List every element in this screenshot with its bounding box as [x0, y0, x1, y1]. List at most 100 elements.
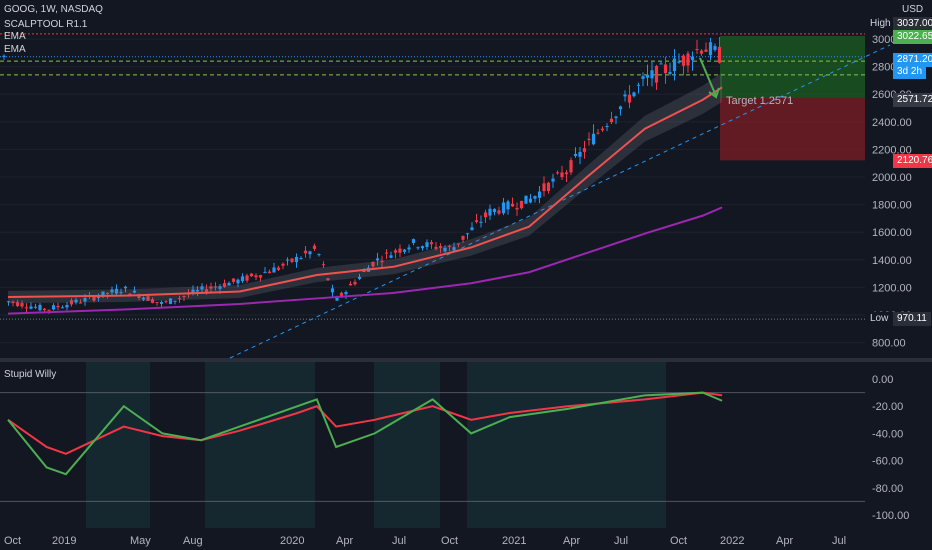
candle-body — [56, 305, 60, 308]
oscillator-tick-label: -80.00 — [872, 483, 903, 495]
candle-body — [452, 247, 456, 251]
candle-body — [654, 66, 659, 83]
candle-body — [407, 247, 411, 250]
countdown-badge: 3d 2h — [893, 65, 927, 79]
candle-body — [384, 252, 389, 254]
candle-body — [240, 276, 245, 282]
candle-body — [92, 296, 96, 301]
oscillator-zone — [86, 362, 150, 528]
candle-body — [524, 195, 528, 204]
candle-body — [636, 84, 641, 86]
candle-body — [326, 278, 330, 281]
indicator-ema-2[interactable]: EMA — [4, 44, 26, 55]
candle-body — [695, 49, 699, 51]
candle-body — [609, 118, 614, 123]
candle-body — [11, 301, 15, 303]
candle-body — [641, 76, 645, 79]
candle-body — [141, 297, 146, 300]
price-tick-label: 800.00 — [872, 338, 906, 350]
candle-body — [627, 94, 632, 103]
candle-body — [236, 279, 240, 284]
candle-body — [150, 299, 155, 303]
ema-band — [8, 72, 723, 304]
candle-body — [528, 198, 533, 203]
candle-body — [258, 275, 263, 278]
oscillator-tick-label: -40.00 — [872, 428, 903, 440]
candle-body — [690, 56, 695, 61]
time-tick-label: Apr — [563, 535, 580, 547]
oscillator-zone — [205, 362, 315, 528]
candle-body — [573, 153, 578, 157]
candle-body — [159, 302, 164, 304]
time-tick-label: 2020 — [280, 535, 304, 547]
high-label: High — [866, 17, 894, 31]
time-tick-label: Oct — [441, 535, 458, 547]
candle-body — [101, 291, 105, 297]
candle-body — [564, 172, 569, 175]
candle-body — [357, 276, 362, 279]
candle-body — [330, 288, 335, 293]
indicator-ema-1[interactable]: EMA — [4, 31, 26, 42]
candle-body — [119, 292, 123, 294]
candle-body — [245, 275, 249, 281]
candle-body — [267, 271, 272, 274]
candle-body — [461, 235, 465, 240]
candle-body — [672, 58, 677, 72]
indicator-scalptool[interactable]: SCALPTOOL R1.1 — [4, 19, 88, 30]
ema-lines — [7, 72, 723, 315]
candle-body — [632, 92, 636, 97]
candle-body — [375, 258, 380, 261]
candle-body — [303, 250, 308, 254]
oscillator-title[interactable]: Stupid Willy — [4, 369, 57, 380]
candle-body — [348, 283, 353, 286]
candle-body — [78, 302, 83, 304]
candle-body — [587, 138, 591, 141]
candle-body — [668, 71, 672, 74]
candle-body — [411, 239, 416, 244]
candle-body — [708, 42, 713, 56]
candle-body — [438, 246, 443, 248]
price-tick-label: 2000.00 — [872, 172, 912, 184]
time-tick-label: Oct — [4, 535, 21, 547]
candle-body — [479, 221, 483, 223]
candle-body — [510, 203, 515, 207]
candle-body — [578, 151, 582, 157]
pane-separator — [0, 358, 932, 362]
candle-body — [659, 63, 663, 65]
candle-body — [132, 290, 137, 293]
candle-body — [317, 254, 321, 256]
candle-body — [285, 259, 290, 261]
candle-body — [321, 264, 326, 266]
candle-body — [299, 257, 303, 259]
candle-body — [96, 296, 101, 299]
candle-body — [717, 46, 722, 63]
candle-body — [24, 307, 29, 309]
time-tick-label: 2022 — [720, 535, 744, 547]
candle-body — [515, 208, 519, 210]
candle-body — [209, 286, 213, 289]
candle-body — [123, 286, 128, 289]
candle-body — [429, 242, 434, 245]
current-price-badge: 2871.20 — [893, 53, 932, 67]
candle-body — [222, 283, 227, 287]
candle-body — [389, 255, 393, 258]
candle-body — [2, 55, 6, 57]
time-tick-label: Jul — [392, 535, 406, 547]
candle-body — [74, 299, 78, 303]
trend-line — [229, 44, 891, 359]
candlesticks — [2, 37, 722, 314]
stop-level-badge: 2120.76 — [893, 154, 932, 168]
candle-body — [582, 148, 587, 152]
candle-body — [272, 267, 276, 273]
price-tick-label: 1600.00 — [872, 227, 912, 239]
candle-body — [65, 304, 69, 308]
time-axis[interactable]: Oct 2019 May Aug 2020 Apr Jul Oct 2021 Apr Jul Oct 2… — [4, 535, 846, 547]
candle-body — [146, 296, 150, 301]
candle-body — [168, 298, 173, 304]
candle-body — [704, 49, 708, 52]
candle-body — [263, 271, 267, 273]
candle-body — [213, 286, 218, 288]
candle-body — [339, 292, 344, 297]
candle-body — [434, 246, 438, 249]
